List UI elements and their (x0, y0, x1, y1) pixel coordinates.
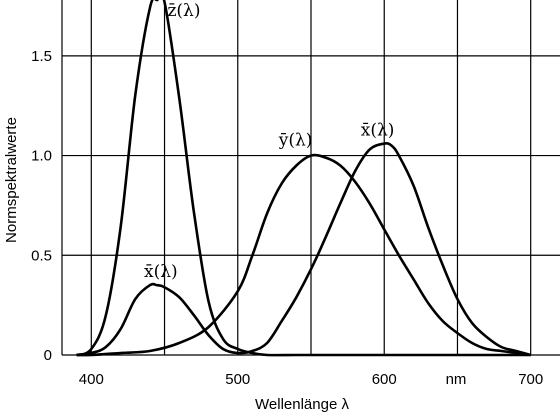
series-label-1: ȳ(λ) (278, 131, 313, 151)
y-tick-label: 0 (44, 347, 52, 364)
grid (61, 0, 560, 356)
annotation-label-0: x̄(λ) (361, 121, 395, 141)
y-axis-title: Normspektralwerte (3, 117, 20, 243)
curves (76, 0, 532, 357)
x-axis-title: Wellenlänge λ (255, 396, 349, 413)
x-tick-label: 400 (79, 371, 104, 388)
series-line-1 (76, 153, 531, 357)
x-tick-label: 600 (372, 371, 397, 388)
series-line-0 (76, 0, 531, 357)
x-unit-label: nm (446, 371, 467, 388)
series-line-2 (76, 142, 532, 357)
curve-labels: z̄(λ) ȳ(λ) x̄(λ) x̄(λ) (144, 1, 394, 282)
y-tick-label: 1.0 (31, 148, 52, 165)
tick-labels: 400 500 600 700 0 0.5 1.0 1.5 (31, 48, 543, 388)
x-tick-label: 700 (518, 371, 543, 388)
y-tick-label: 0.5 (31, 247, 52, 264)
series-label-0: z̄(λ) (167, 1, 200, 21)
x-tick-label: 500 (225, 371, 250, 388)
y-tick-label: 1.5 (31, 48, 52, 65)
series-label-2: x̄(λ) (144, 262, 178, 282)
